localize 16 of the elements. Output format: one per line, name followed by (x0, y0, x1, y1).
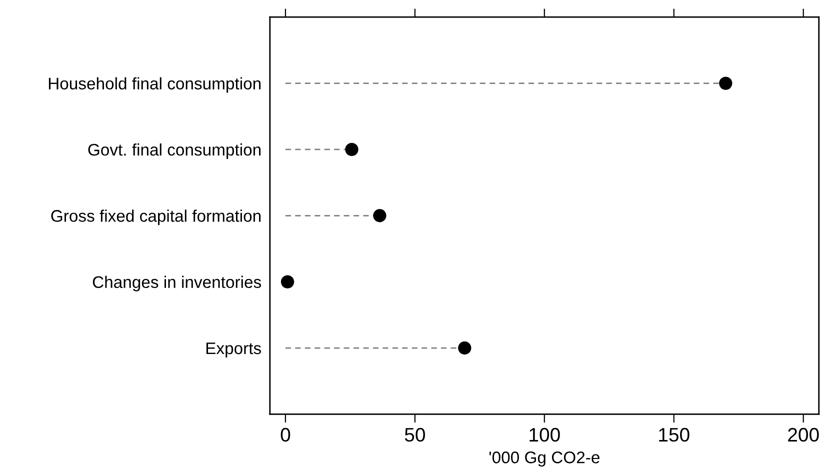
x-tick-label: 200 (788, 428, 819, 442)
point (280, 275, 294, 288)
point (345, 142, 358, 156)
y-tick-label: Household final consumption (48, 77, 261, 93)
y-tick-label: Govt. final consumption (88, 143, 261, 159)
x-axis-title: '000 Gg CO2-e (489, 452, 600, 467)
point (719, 76, 732, 90)
x-tick-label: 150 (659, 428, 690, 442)
point (373, 209, 386, 222)
x-tick-label: 0 (280, 428, 290, 442)
x-tick-label: 50 (404, 428, 425, 442)
y-tick-label: Gross fixed capital formation (51, 210, 261, 226)
point (458, 341, 472, 355)
x-tick-label: 100 (530, 428, 560, 442)
y-tick-label: Changes in inventories (92, 276, 262, 292)
y-tick-label: Exports (206, 342, 261, 358)
